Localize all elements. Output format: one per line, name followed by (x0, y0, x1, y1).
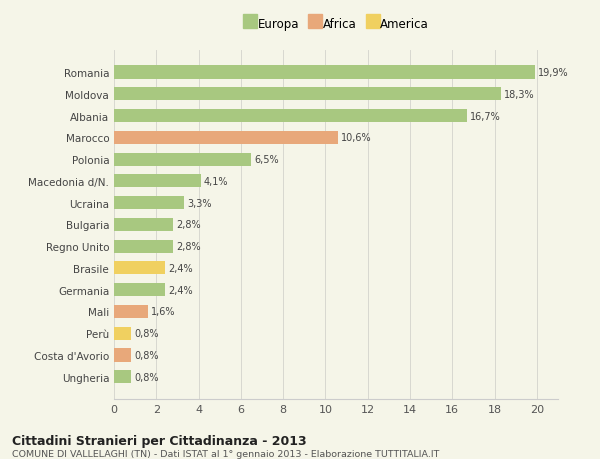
Text: 2,8%: 2,8% (176, 241, 201, 252)
Bar (114, 284, 165, 297)
Bar (114, 153, 251, 166)
Bar (114, 67, 535, 79)
Bar (114, 218, 173, 231)
Text: 0,8%: 0,8% (134, 372, 158, 382)
Text: 19,9%: 19,9% (538, 68, 569, 78)
Bar (114, 305, 148, 318)
Text: 2,8%: 2,8% (176, 220, 201, 230)
Text: 3,3%: 3,3% (187, 198, 211, 208)
Text: 2,4%: 2,4% (168, 285, 193, 295)
Legend: Europa, Africa, America: Europa, Africa, America (240, 15, 432, 34)
Bar (114, 175, 200, 188)
Bar (114, 262, 165, 275)
Text: COMUNE DI VALLELAGHI (TN) - Dati ISTAT al 1° gennaio 2013 - Elaborazione TUTTITA: COMUNE DI VALLELAGHI (TN) - Dati ISTAT a… (12, 449, 439, 458)
Text: 18,3%: 18,3% (504, 90, 535, 100)
Bar (114, 240, 173, 253)
Text: 10,6%: 10,6% (341, 133, 372, 143)
Text: 0,8%: 0,8% (134, 350, 158, 360)
Bar (114, 196, 184, 210)
Bar (114, 349, 131, 362)
Bar (114, 327, 131, 340)
Bar (114, 110, 467, 123)
Text: Cittadini Stranieri per Cittadinanza - 2013: Cittadini Stranieri per Cittadinanza - 2… (12, 434, 307, 447)
Text: 2,4%: 2,4% (168, 263, 193, 274)
Bar (114, 370, 131, 383)
Text: 4,1%: 4,1% (204, 176, 229, 186)
Bar (114, 88, 501, 101)
Text: 0,8%: 0,8% (134, 329, 158, 338)
Text: 1,6%: 1,6% (151, 307, 176, 317)
Text: 16,7%: 16,7% (470, 112, 501, 121)
Bar (114, 132, 338, 145)
Text: 6,5%: 6,5% (254, 155, 279, 165)
